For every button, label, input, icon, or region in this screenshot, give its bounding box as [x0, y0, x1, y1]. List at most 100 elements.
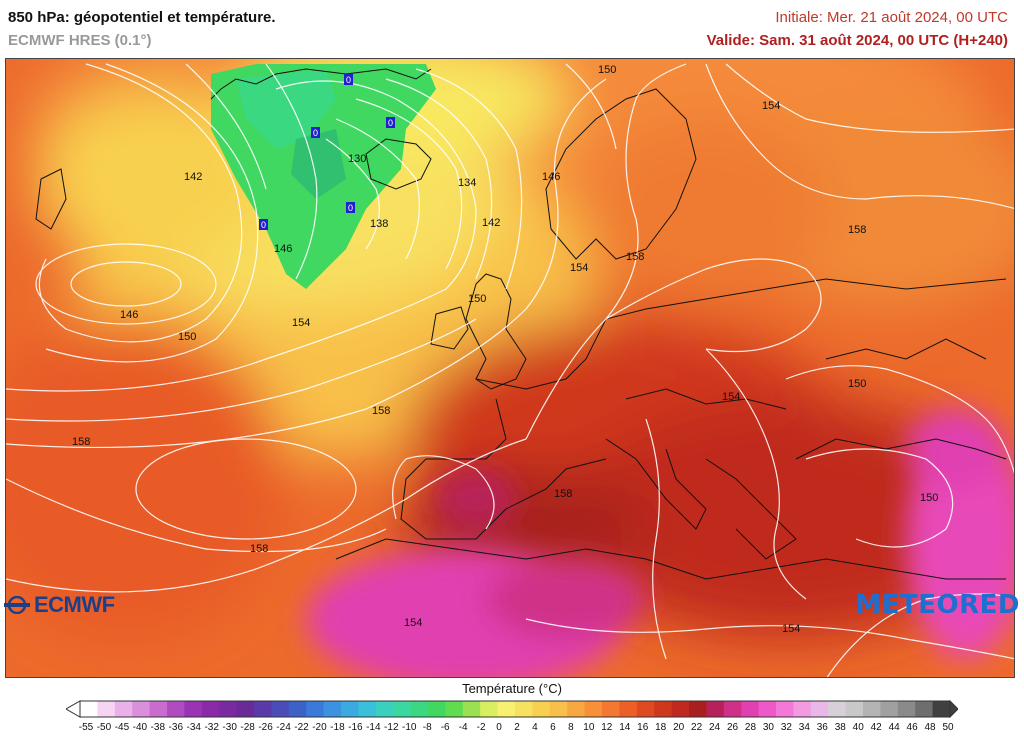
colorbar-tick-label: 12	[601, 722, 613, 733]
colorbar-tick-label: 34	[798, 722, 810, 733]
contour-label: 146	[542, 171, 560, 183]
colorbar-swatch	[845, 701, 864, 717]
colorbar-tick-label: 48	[924, 722, 936, 733]
colorbar-tick-label: 28	[744, 722, 757, 733]
colorbar-tick-label: 38	[834, 722, 846, 733]
colorbar-tick-label: -38	[150, 722, 166, 733]
colorbar-swatch	[915, 701, 934, 717]
colorbar-tick-label: -40	[132, 722, 148, 733]
ecmwf-logo: ECMWF	[4, 592, 115, 618]
colorbar-swatch	[375, 701, 394, 717]
colorbar-swatch	[602, 701, 620, 717]
contour-label: 150	[468, 293, 486, 305]
colorbar-swatch	[515, 701, 533, 717]
colorbar-tick-label: -4	[458, 722, 468, 733]
colorbar-tick-label: 44	[888, 722, 900, 733]
zero-marker: 0	[348, 203, 353, 213]
colorbar-tick-label: 26	[726, 722, 739, 733]
colorbar-tick-label: -34	[186, 722, 201, 733]
colorbar-tick-label: -26	[258, 722, 273, 733]
zero-marker: 0	[261, 220, 266, 230]
weather-map[interactable]: 150 154 142 146 134 130 138 142 146 150 …	[5, 58, 1015, 678]
colorbar-tick-label: 32	[780, 722, 792, 733]
colorbar-tick-label: -18	[330, 722, 345, 733]
colorbar-swatch	[114, 701, 133, 717]
colorbar-swatch	[689, 701, 707, 717]
ecmwf-logo-text: ECMWF	[34, 592, 115, 617]
colorbar-tick-label: -32	[204, 722, 219, 733]
colorbar-swatch	[184, 701, 203, 717]
colorbar-swatch	[201, 701, 220, 717]
colorbar-tick-label: 24	[708, 722, 721, 733]
contour-label: 154	[782, 623, 800, 635]
colorbar-tick-label: -28	[240, 722, 255, 733]
colorbar-swatch	[393, 701, 412, 717]
colorbar-swatch	[619, 701, 638, 717]
colorbar-swatch	[341, 701, 359, 717]
colorbar-tick-label: -30	[222, 722, 237, 733]
colorbar-swatch	[567, 701, 586, 717]
legend-title: Température (°C)	[462, 681, 562, 696]
colorbar-swatch	[654, 701, 673, 717]
colorbar-tick-label: 40	[852, 722, 864, 733]
initial-time: Initiale: Mer. 21 août 2024, 00 UTC	[775, 9, 1008, 26]
colorbar-swatch	[880, 701, 899, 717]
colorbar-tick-label: -10	[402, 722, 417, 733]
contour-label: 154	[722, 391, 740, 403]
colorbar-swatch	[236, 701, 255, 717]
colorbar-swatch	[706, 701, 725, 717]
colorbar-swatch	[306, 701, 325, 717]
contour-label: 138	[370, 218, 388, 230]
zero-marker: 0	[388, 118, 393, 128]
colorbar-tick-label: -14	[366, 722, 381, 733]
colorbar-tick-label: 30	[762, 722, 774, 733]
colorbar-tick-label: 2	[514, 722, 520, 733]
zero-marker: 0	[346, 75, 351, 85]
colorbar-swatch	[80, 701, 98, 717]
temperature-colorbar	[66, 700, 958, 718]
colorbar-ticks: -55 -50 -45 -40 -38 -36 -34 -32 -30 -28 -26 -24 -22-…	[0, 722, 1024, 736]
colorbar-tick-label: 8	[568, 722, 574, 733]
map-title: 850 hPa: géopotentiel et température.	[8, 9, 276, 26]
colorbar-tick-label: 14	[619, 722, 631, 733]
colorbar-swatch	[723, 701, 742, 717]
contour-label: 154	[570, 262, 588, 274]
colorbar-tick-label: -24	[276, 722, 291, 733]
contour-label: 130	[348, 153, 366, 165]
colorbar-swatch	[863, 701, 881, 717]
colorbar-swatch	[776, 701, 794, 717]
zero-marker: 0	[313, 128, 318, 138]
contour-label: 158	[372, 405, 390, 417]
colorbar-tick-label: -2	[476, 722, 486, 733]
contour-label: 158	[250, 543, 268, 555]
colorbar-tick-label: -20	[312, 722, 327, 733]
contour-label: 154	[292, 317, 310, 329]
colorbar-tick-label: 16	[637, 722, 649, 733]
colorbar-tick-label: -22	[294, 722, 309, 733]
colorbar-tick-label: -50	[96, 722, 112, 733]
colorbar-swatch	[584, 701, 603, 717]
colorbar-swatch	[445, 701, 464, 717]
colorbar-swatch	[549, 701, 568, 717]
colorbar-swatch	[793, 701, 812, 717]
contour-label: 142	[482, 217, 500, 229]
colorbar-swatch	[532, 701, 551, 717]
model-name: ECMWF HRES (0.1°)	[8, 32, 152, 49]
colorbar-tick-label: 4	[532, 722, 538, 733]
ecmwf-logo-icon	[4, 596, 30, 614]
colorbar-tick-label: -36	[168, 722, 184, 733]
colorbar-swatch	[462, 701, 481, 717]
colorbar-tick-label: 50	[942, 722, 954, 733]
colorbar-swatch	[323, 701, 342, 717]
contour-label: 154	[404, 617, 422, 629]
colorbar-swatch	[932, 701, 951, 717]
colorbar-max-arrow	[949, 700, 958, 718]
valid-time: Valide: Sam. 31 août 2024, 00 UTC (H+240…	[706, 32, 1008, 49]
colorbar-tick-label: 18	[655, 722, 667, 733]
colorbar-tick-label: 20	[673, 722, 685, 733]
colorbar-swatch	[132, 701, 151, 717]
contour-label: 142	[184, 171, 202, 183]
colorbar-swatch	[810, 701, 829, 717]
colorbar-tick-label: 0	[496, 722, 502, 733]
map-canvas: 150 154 142 146 134 130 138 142 146 150 …	[6, 59, 1014, 677]
